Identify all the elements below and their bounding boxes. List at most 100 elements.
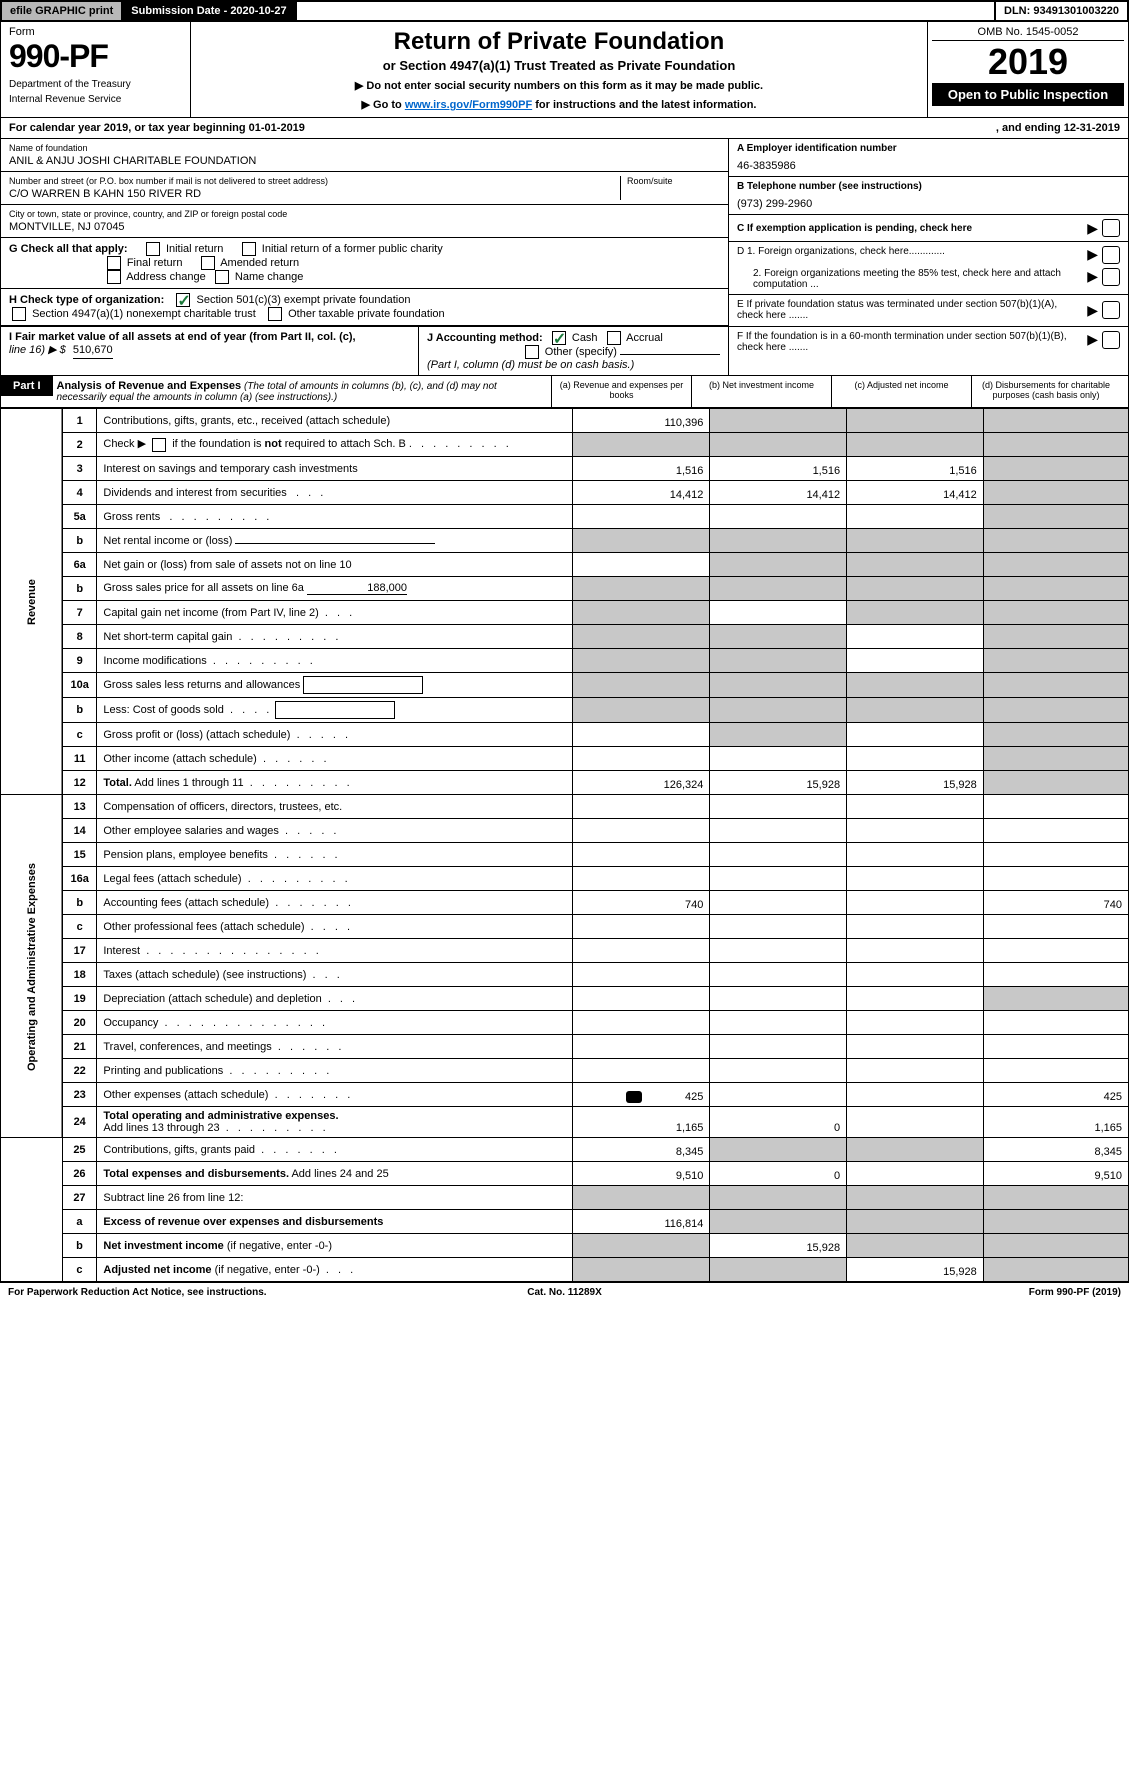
room-label: Room/suite bbox=[627, 176, 720, 186]
address: C/O WARREN B KAHN 150 RIVER RD bbox=[9, 188, 620, 200]
table-row: 7Capital gain net income (from Part IV, … bbox=[1, 601, 1129, 625]
cb-initial[interactable] bbox=[146, 242, 160, 256]
city: MONTVILLE, NJ 07045 bbox=[9, 221, 720, 233]
info-section: Name of foundation ANIL & ANJU JOSHI CHA… bbox=[0, 139, 1129, 327]
ein-label: A Employer identification number bbox=[737, 143, 897, 154]
j-label: J Accounting method: bbox=[427, 332, 543, 344]
cb-addr-change[interactable] bbox=[107, 270, 121, 284]
calendar-year: For calendar year 2019, or tax year begi… bbox=[0, 118, 1129, 139]
table-row: bGross sales price for all assets on lin… bbox=[1, 577, 1129, 601]
table-row: cGross profit or (loss) (attach schedule… bbox=[1, 723, 1129, 747]
j-note: (Part I, column (d) must be on cash basi… bbox=[427, 359, 634, 371]
table-row: 25Contributions, gifts, grants paid . . … bbox=[1, 1138, 1129, 1162]
table-row: 23Other expenses (attach schedule) . . .… bbox=[1, 1083, 1129, 1107]
table-row: 22Printing and publications . . . . . . … bbox=[1, 1059, 1129, 1083]
fmv-value: 510,670 bbox=[73, 344, 113, 359]
table-row: bLess: Cost of goods sold . . . . bbox=[1, 698, 1129, 723]
table-row: 16aLegal fees (attach schedule) . . . . … bbox=[1, 867, 1129, 891]
cb-4947[interactable] bbox=[12, 307, 26, 321]
foundation-name: ANIL & ANJU JOSHI CHARITABLE FOUNDATION bbox=[9, 155, 720, 167]
cb-501c3[interactable] bbox=[176, 293, 190, 307]
footer: For Paperwork Reduction Act Notice, see … bbox=[0, 1282, 1129, 1302]
tax-year: 2019 bbox=[932, 41, 1124, 83]
city-label: City or town, state or province, country… bbox=[9, 209, 720, 219]
table-row: 12Total. Add lines 1 through 11 . . . . … bbox=[1, 771, 1129, 795]
cb-other[interactable] bbox=[525, 345, 539, 359]
open-public: Open to Public Inspection bbox=[932, 83, 1124, 106]
cb-c[interactable] bbox=[1102, 219, 1120, 237]
form-header: Form 990-PF Department of the Treasury I… bbox=[0, 22, 1129, 118]
cb-d2[interactable] bbox=[1102, 268, 1120, 286]
dln: DLN: 93491301003220 bbox=[996, 2, 1127, 20]
form-label: Form bbox=[9, 26, 182, 38]
footer-left: For Paperwork Reduction Act Notice, see … bbox=[8, 1287, 379, 1298]
instr-1: ▶ Do not enter social security numbers o… bbox=[197, 79, 921, 92]
h-checks: H Check type of organization: Section 50… bbox=[1, 289, 728, 326]
table-row: 9Income modifications . . . . . . . . . bbox=[1, 649, 1129, 673]
table-row: 20Occupancy . . . . . . . . . . . . . . bbox=[1, 1011, 1129, 1035]
arrow-icon: ▶ bbox=[1087, 268, 1098, 290]
cb-cash[interactable] bbox=[552, 331, 566, 345]
efile-label: efile GRAPHIC print bbox=[2, 2, 123, 20]
table-row: 14Other employee salaries and wages . . … bbox=[1, 819, 1129, 843]
form-title: Return of Private Foundation bbox=[197, 28, 921, 56]
table-row: Operating and Administrative Expenses 13… bbox=[1, 795, 1129, 819]
cb-initial-former[interactable] bbox=[242, 242, 256, 256]
table-row: 11Other income (attach schedule) . . . .… bbox=[1, 747, 1129, 771]
table-row: bAccounting fees (attach schedule) . . .… bbox=[1, 891, 1129, 915]
hij-section: I Fair market value of all assets at end… bbox=[0, 327, 1129, 376]
cb-final[interactable] bbox=[107, 256, 121, 270]
table-row: cOther professional fees (attach schedul… bbox=[1, 915, 1129, 939]
main-table: Revenue 1Contributions, gifts, grants, e… bbox=[0, 408, 1129, 1282]
table-row: 3Interest on savings and temporary cash … bbox=[1, 457, 1129, 481]
revenue-label: Revenue bbox=[1, 409, 63, 795]
cb-e[interactable] bbox=[1102, 301, 1120, 319]
cb-accrual[interactable] bbox=[607, 331, 621, 345]
instr-2: ▶ Go to www.irs.gov/Form990PF for instru… bbox=[197, 98, 921, 111]
d1-label: D 1. Foreign organizations, check here..… bbox=[737, 246, 1083, 264]
cb-d1[interactable] bbox=[1102, 246, 1120, 264]
name-label: Name of foundation bbox=[9, 143, 720, 153]
table-row: 2Check ▶ if the foundation is not requir… bbox=[1, 433, 1129, 457]
ein: 46-3835986 bbox=[737, 160, 1120, 172]
table-row: 6aNet gain or (loss) from sale of assets… bbox=[1, 553, 1129, 577]
cb-name-change[interactable] bbox=[215, 270, 229, 284]
submission-date: Submission Date - 2020-10-27 bbox=[123, 2, 296, 20]
table-row: cAdjusted net income (if negative, enter… bbox=[1, 1258, 1129, 1282]
phone: (973) 299-2960 bbox=[737, 198, 1120, 210]
expenses-label: Operating and Administrative Expenses bbox=[1, 795, 63, 1138]
top-bar: efile GRAPHIC print Submission Date - 20… bbox=[0, 0, 1129, 22]
col-b: (b) Net investment income bbox=[691, 376, 831, 407]
table-row: 21Travel, conferences, and meetings . . … bbox=[1, 1035, 1129, 1059]
addr-label: Number and street (or P.O. box number if… bbox=[9, 176, 620, 186]
omb-number: OMB No. 1545-0052 bbox=[932, 26, 1124, 41]
phone-label: B Telephone number (see instructions) bbox=[737, 181, 922, 192]
part1-header: Part I Analysis of Revenue and Expenses … bbox=[0, 376, 1129, 408]
table-row: 27Subtract line 26 from line 12: bbox=[1, 1186, 1129, 1210]
arrow-icon: ▶ bbox=[1087, 302, 1098, 319]
cb-schb[interactable] bbox=[152, 438, 166, 452]
footer-mid: Cat. No. 11289X bbox=[379, 1287, 750, 1298]
e-label: E If private foundation status was termi… bbox=[737, 299, 1083, 321]
table-row: bNet rental income or (loss) bbox=[1, 529, 1129, 553]
dept-treasury: Department of the Treasury bbox=[9, 79, 182, 90]
c-label: C If exemption application is pending, c… bbox=[737, 223, 972, 234]
part1-label: Part I bbox=[1, 376, 53, 396]
table-row: aExcess of revenue over expenses and dis… bbox=[1, 1210, 1129, 1234]
g-checks: G Check all that apply: Initial return I… bbox=[1, 238, 728, 289]
attach-icon[interactable] bbox=[626, 1091, 642, 1103]
table-row: 17Interest . . . . . . . . . . . . . . . bbox=[1, 939, 1129, 963]
table-row: 19Depreciation (attach schedule) and dep… bbox=[1, 987, 1129, 1011]
table-row: 8Net short-term capital gain . . . . . .… bbox=[1, 625, 1129, 649]
form-number: 990-PF bbox=[9, 38, 182, 75]
cb-f[interactable] bbox=[1102, 331, 1120, 349]
cb-amended[interactable] bbox=[201, 256, 215, 270]
table-row: Revenue 1Contributions, gifts, grants, e… bbox=[1, 409, 1129, 433]
part1-title: Analysis of Revenue and Expenses bbox=[57, 380, 242, 392]
table-row: 24Total operating and administrative exp… bbox=[1, 1107, 1129, 1138]
col-c: (c) Adjusted net income bbox=[831, 376, 971, 407]
col-a: (a) Revenue and expenses per books bbox=[551, 376, 691, 407]
irs-link[interactable]: www.irs.gov/Form990PF bbox=[405, 99, 532, 111]
cb-other-tax[interactable] bbox=[268, 307, 282, 321]
table-row: 4Dividends and interest from securities … bbox=[1, 481, 1129, 505]
